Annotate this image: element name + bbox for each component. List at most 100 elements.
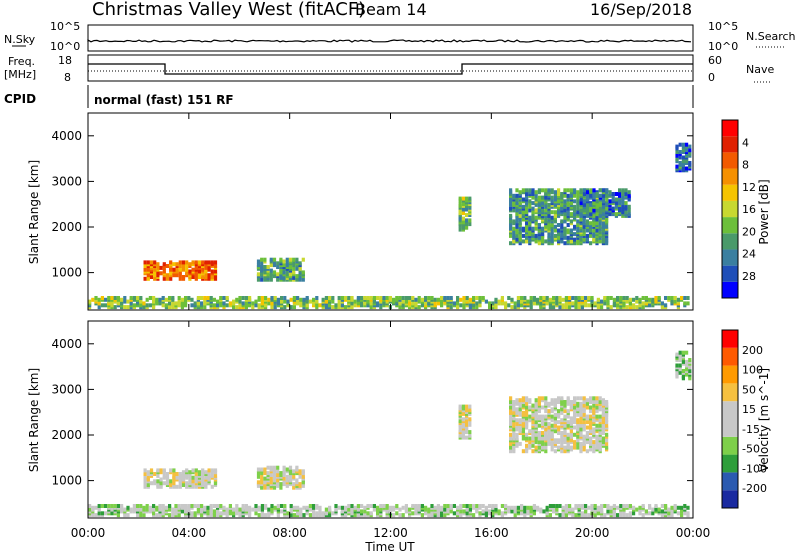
echo-cell (547, 213, 551, 218)
echo-cell (513, 505, 517, 510)
echo-cell (366, 299, 370, 304)
echo-cell (579, 201, 583, 206)
echo-cell (592, 192, 596, 196)
echo-cell (292, 305, 296, 310)
echo-cell (191, 260, 195, 265)
echo-cell (299, 507, 303, 512)
echo-cell (97, 297, 101, 302)
echo-cell (185, 260, 189, 265)
echo-cell (625, 504, 629, 508)
freq-bottom-tick: 8 (64, 71, 71, 84)
echo-cell (625, 305, 629, 310)
echo-cell (126, 305, 130, 310)
echo-cell (528, 443, 532, 448)
echo-cell (515, 421, 519, 426)
echo-cell (531, 420, 535, 425)
echo-cell (328, 303, 332, 308)
echo-cell (411, 301, 415, 306)
echo-cell (172, 273, 176, 278)
echo-cell (600, 305, 604, 310)
echo-cell (648, 504, 652, 508)
echo-cell (598, 396, 602, 401)
echo-cell (547, 202, 551, 207)
echo-cell (188, 481, 192, 486)
echo-cell (550, 423, 554, 428)
echo-cell (350, 305, 354, 310)
echo-cell (104, 303, 108, 308)
echo-cell (547, 226, 551, 231)
echo-cell (585, 449, 589, 454)
echo-cell (681, 369, 685, 373)
echo-cell (573, 204, 577, 209)
echo-cell (531, 226, 535, 231)
echo-cell (164, 297, 168, 302)
echo-cell (555, 504, 559, 508)
echo-cell (573, 405, 577, 410)
colorbar-swatch (722, 152, 738, 169)
echo-cell (184, 507, 188, 512)
echo-cell (388, 296, 392, 300)
echo-cell (159, 477, 163, 482)
echo-cell (531, 443, 535, 448)
echo-cell (153, 260, 157, 265)
echo-cell (627, 190, 631, 195)
echo-cell (612, 504, 616, 508)
echo-cell (152, 296, 156, 300)
echo-cell (388, 509, 392, 514)
echo-cell (449, 504, 453, 508)
echo-cell (509, 396, 513, 401)
echo-cell (595, 434, 599, 439)
echo-cell (563, 423, 567, 428)
echo-cell (363, 505, 367, 510)
echo-cell (353, 505, 357, 510)
echo-cell (158, 507, 162, 512)
echo-cell (269, 473, 273, 477)
echo-cell (292, 505, 296, 510)
echo-cell (618, 192, 622, 196)
echo-cell (190, 504, 194, 508)
echo-cell (478, 299, 482, 304)
echo-cell (654, 296, 658, 300)
echo-cell (534, 440, 538, 445)
echo-cell (616, 513, 620, 518)
echo-cell (678, 367, 682, 372)
echo-cell (411, 296, 415, 300)
echo-cell (657, 507, 661, 512)
echo-cell (685, 367, 689, 372)
echo-cell (301, 277, 305, 282)
echo-cell (347, 507, 351, 512)
echo-cell (324, 511, 328, 516)
echo-cell (515, 219, 519, 224)
echo-cell (521, 436, 525, 441)
echo-cell (169, 276, 173, 281)
nsky-strip-frame (87, 24, 694, 52)
echo-cell (97, 305, 101, 310)
echo-cell (273, 505, 277, 510)
echo-cell (592, 431, 596, 435)
echo-cell (440, 505, 444, 510)
echo-cell (526, 299, 530, 304)
echo-cell (279, 485, 283, 490)
site-title: Christmas Valley West (fitACF) (92, 0, 365, 20)
echo-cell (465, 504, 469, 508)
echo-cell (462, 296, 466, 300)
echo-cell (625, 296, 629, 300)
echo-cell (563, 208, 567, 213)
echo-cell (605, 432, 609, 437)
echo-cell (350, 296, 354, 300)
echo-cell (574, 504, 578, 508)
echo-cell (152, 504, 156, 508)
echo-cell (337, 505, 341, 510)
echo-cell (478, 504, 482, 508)
echo-cell (201, 479, 205, 484)
echo-cell (537, 396, 541, 401)
echo-cell (525, 443, 529, 448)
echo-cell (204, 260, 208, 265)
echo-cell (557, 228, 561, 233)
echo-cell (624, 210, 628, 215)
echo-cell (589, 221, 593, 226)
echo-cell (165, 481, 170, 486)
echo-cell (536, 297, 540, 302)
